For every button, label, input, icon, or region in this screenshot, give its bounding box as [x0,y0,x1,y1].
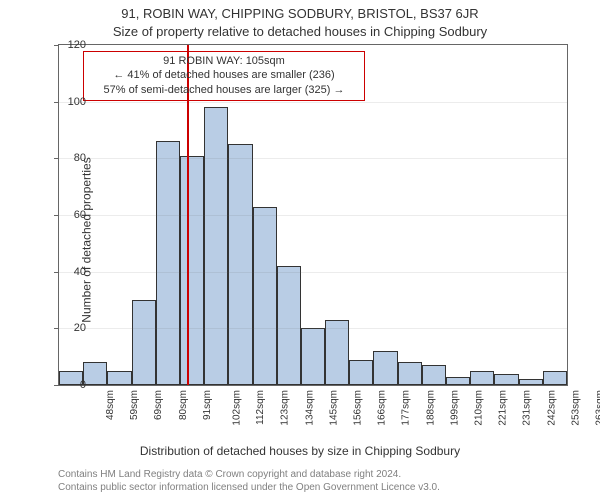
x-tick-label: 91sqm [202,390,213,420]
x-tick-label: 123sqm [280,390,291,426]
x-tick-label: 221sqm [498,390,509,426]
histogram-bar [301,328,325,385]
histogram-bar [470,371,494,385]
x-tick-label: 210sqm [474,390,485,426]
x-tick-label: 231sqm [522,390,533,426]
histogram-bar [204,107,228,385]
histogram-bar [349,360,373,386]
x-tick-label: 134sqm [304,390,315,426]
histogram-bar [228,144,252,385]
y-gridline [59,158,567,159]
x-tick-label: 80sqm [178,390,189,420]
annotation-line-1: 91 ROBIN WAY: 105sqm [90,54,358,68]
x-tick-label: 242sqm [546,390,557,426]
y-gridline [59,215,567,216]
y-gridline [59,102,567,103]
histogram-bar [373,351,397,385]
histogram-bar [107,371,131,385]
annotation-box: 91 ROBIN WAY: 105sqm← 41% of detached ho… [83,51,365,101]
histogram-bar [156,141,180,385]
chart-subtitle: Size of property relative to detached ho… [0,24,600,39]
x-tick-label: 188sqm [425,390,436,426]
histogram-bar [132,300,156,385]
histogram-plot: 91 ROBIN WAY: 105sqm← 41% of detached ho… [58,44,568,386]
y-tick-label: 40 [56,266,86,278]
histogram-bar [422,365,446,385]
x-tick-label: 59sqm [129,390,140,420]
histogram-bar [398,362,422,385]
histogram-bar [180,156,204,386]
histogram-bar [494,374,518,385]
x-tick-label: 48sqm [105,390,116,420]
histogram-bar [446,377,470,386]
y-tick-label: 120 [56,39,86,51]
histogram-bar [519,379,543,385]
x-tick-label: 166sqm [377,390,388,426]
x-tick-label: 156sqm [353,390,364,426]
y-tick-label: 0 [56,379,86,391]
credits-line-2: Contains public sector information licen… [58,482,580,495]
x-tick-label: 253sqm [570,390,581,426]
histogram-bar [83,362,107,385]
histogram-bar [325,320,349,385]
y-gridline [59,328,567,329]
credits-line-1: Contains HM Land Registry data © Crown c… [58,469,580,482]
x-tick-label: 69sqm [153,390,164,420]
x-tick-label: 177sqm [401,390,412,426]
x-axis-caption: Distribution of detached houses by size … [0,444,600,458]
x-tick-label: 102sqm [232,390,243,426]
histogram-bar [543,371,567,385]
y-tick-label: 80 [56,152,86,164]
annotation-line-2: ← 41% of detached houses are smaller (23… [90,68,358,82]
y-tick-label: 100 [56,96,86,108]
y-tick-label: 60 [56,209,86,221]
x-tick-label: 199sqm [449,390,460,426]
y-gridline [59,272,567,273]
histogram-bar [253,207,277,386]
credits: Contains HM Land Registry data © Crown c… [58,469,580,494]
annotation-line-3: 57% of semi-detached houses are larger (… [90,83,358,97]
x-tick-label: 263sqm [594,390,600,426]
y-tick-label: 20 [56,322,86,334]
x-tick-label: 112sqm [255,390,266,425]
page-title: 91, ROBIN WAY, CHIPPING SODBURY, BRISTOL… [0,6,600,21]
x-tick-label: 145sqm [328,390,339,426]
histogram-bar [277,266,301,385]
